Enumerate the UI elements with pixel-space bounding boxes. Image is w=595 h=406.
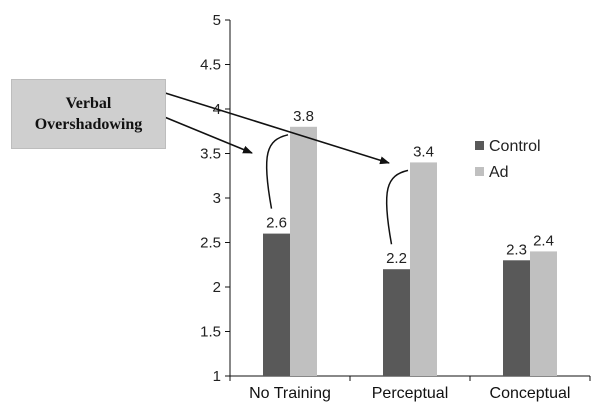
y-tick-label: 3.5 (200, 146, 221, 163)
legend-swatch-ad (475, 167, 484, 176)
bracket-curve (385, 169, 409, 245)
data-label: 3.4 (413, 143, 434, 160)
bar-control (503, 260, 530, 376)
bar-control (263, 233, 290, 376)
y-tick-label: 1.5 (200, 324, 221, 341)
y-tick-label: 3 (213, 190, 221, 207)
y-tick-label: 2.5 (200, 235, 221, 252)
bar-control (383, 269, 410, 376)
legend: Control Ad (475, 138, 541, 181)
data-label: 2.6 (266, 215, 287, 232)
y-tick-label: 1 (213, 368, 221, 385)
bar-ad (530, 251, 557, 376)
y-tick-label: 2 (213, 279, 221, 296)
annotation-arrows (161, 91, 390, 165)
bracket-curve (265, 134, 289, 209)
legend-label-control: Control (489, 138, 541, 155)
arrow-to-no-training (161, 115, 253, 154)
annotation-line-1: Verbal (65, 95, 112, 112)
verbal-overshadowing-annotation: Verbal Overshadowing (11, 79, 166, 149)
data-label: 2.4 (533, 232, 554, 249)
data-label: 2.2 (386, 250, 407, 267)
annotation-line-2: Overshadowing (34, 116, 143, 133)
data-labels: 2.6 2.2 2.3 3.8 3.4 2.4 (266, 108, 554, 267)
arrow-to-perceptual (161, 91, 390, 165)
legend-swatch-control (475, 141, 484, 150)
bar-ad (410, 162, 437, 376)
overshadowing-brackets (265, 134, 409, 245)
data-label: 2.3 (506, 241, 527, 258)
data-label: 3.8 (293, 108, 314, 125)
x-tick-label: Conceptual (490, 385, 571, 402)
legend-label-ad: Ad (489, 164, 509, 181)
bar-ad (290, 126, 317, 376)
y-tick-label: 4.5 (200, 57, 221, 74)
y-tick-label: 5 (213, 12, 221, 29)
x-tick-label: No Training (249, 385, 331, 402)
bars (263, 126, 557, 376)
x-tick-label: Perceptual (372, 385, 449, 402)
